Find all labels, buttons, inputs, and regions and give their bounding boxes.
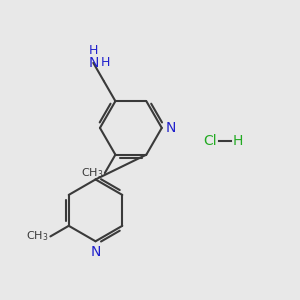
- Text: N: N: [88, 56, 98, 70]
- Text: CH$_3$: CH$_3$: [81, 166, 103, 180]
- Text: N: N: [90, 245, 101, 259]
- Text: H: H: [101, 56, 110, 69]
- Text: CH$_3$: CH$_3$: [26, 230, 49, 243]
- Text: Cl: Cl: [203, 134, 217, 148]
- Text: H: H: [232, 134, 243, 148]
- Text: H: H: [88, 44, 98, 57]
- Text: N: N: [165, 121, 176, 135]
